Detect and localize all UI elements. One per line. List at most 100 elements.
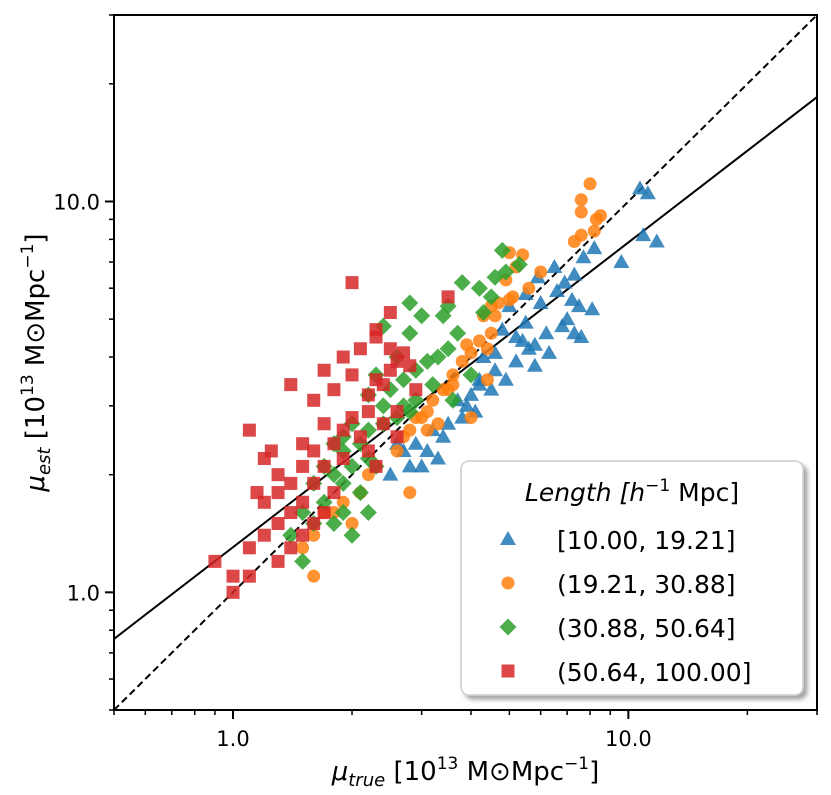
triangle-point (458, 397, 475, 412)
triangle-point (494, 321, 511, 336)
legend-square-icon (501, 664, 515, 678)
circle-point (307, 528, 321, 542)
diamond-point (439, 340, 457, 358)
legend-title: Length [h−1 Mpc] (525, 476, 739, 507)
x-tick-label: 10.0 (605, 727, 652, 751)
reference-lines (114, 15, 817, 710)
triangle-point (563, 291, 580, 306)
triangle-point (613, 254, 630, 269)
square-point (390, 430, 404, 444)
triangle-point (463, 386, 480, 401)
triangle-point (526, 357, 543, 372)
square-point (271, 554, 285, 568)
axes (113, 14, 818, 711)
legend-label: (50.64, 100.00] (557, 658, 751, 687)
triangle-point (575, 249, 592, 264)
triangle-point (520, 340, 537, 355)
legend-diamond-icon (499, 618, 517, 636)
data-points (208, 177, 665, 599)
axis-unit-end: ] (589, 757, 599, 787)
circle-point (426, 393, 440, 407)
square-point (397, 346, 411, 360)
square-point (409, 383, 423, 397)
triangle-point (419, 442, 436, 457)
square-point (336, 423, 350, 437)
square-point (390, 405, 404, 419)
legend-box (460, 460, 804, 696)
axis-exponent-2: −1 (18, 244, 38, 269)
triangle-point (382, 466, 399, 481)
triangle-point (639, 185, 656, 200)
circle-point (390, 444, 404, 458)
diamond-point (401, 403, 419, 421)
diamond-point (325, 515, 343, 533)
square-point (317, 363, 331, 377)
diamond-point (470, 279, 488, 297)
square-point (353, 430, 367, 444)
diamond-point (449, 324, 467, 342)
circle-point (593, 209, 607, 223)
diamond-point (401, 324, 419, 342)
diamond-point (444, 391, 462, 409)
square-point (284, 506, 298, 520)
legend-title-text: Length [ (525, 478, 631, 507)
square-point (345, 411, 359, 425)
legend: Length [h−1 Mpc] [10.00, 19.21] (19.21, 30… (460, 460, 804, 696)
diamond-point (493, 241, 511, 259)
diamond-point (359, 504, 377, 522)
legend-title-tail: Mpc] (670, 478, 739, 507)
diamond-point (453, 274, 471, 292)
triangle-point (584, 301, 601, 316)
diamond-point (462, 366, 480, 384)
circle-point (464, 411, 478, 425)
plot-frame (113, 14, 818, 711)
diamond-point (413, 307, 431, 325)
triangle-point (538, 325, 555, 340)
square-point (296, 459, 310, 473)
circle-point (327, 506, 341, 520)
legend-title-exp: −1 (645, 476, 670, 496)
square-point (369, 330, 383, 344)
legend-label: [10.00, 19.21] (557, 526, 736, 555)
triangle-point (435, 428, 452, 443)
square-point (242, 423, 256, 437)
square-point (327, 486, 341, 500)
square-point (317, 417, 331, 431)
square-point (284, 541, 298, 555)
y-tick-label: 1.0 (67, 581, 100, 605)
square-point (271, 517, 285, 531)
square-point (376, 378, 390, 392)
circle-point (345, 517, 359, 531)
circle-point (307, 569, 321, 583)
circle-point (574, 205, 588, 219)
triangle-point (573, 329, 590, 344)
square-point (307, 444, 321, 458)
triangle-point (440, 415, 457, 430)
square-point (336, 452, 350, 466)
y-axis-label: μest [1013 M⊙Mpc−1] (18, 233, 55, 492)
axis-unit-mass: M⊙Mpc (458, 757, 564, 787)
triangle-point (487, 344, 504, 359)
square-point (361, 444, 375, 458)
diamond-point (395, 371, 413, 389)
circle-point (583, 177, 597, 191)
axis-unit: [10 (21, 396, 51, 448)
diamond-point (510, 255, 528, 273)
square-point (383, 305, 397, 319)
circle-point (480, 373, 494, 387)
square-point (361, 405, 375, 419)
triangle-point (546, 258, 563, 273)
square-point (226, 569, 240, 583)
triangle-point (541, 344, 558, 359)
diamond-point (401, 294, 419, 312)
triangle-point (497, 371, 514, 386)
legend-label: (30.88, 50.64] (557, 614, 736, 643)
triangle-point (430, 450, 447, 465)
axis-exponent: 13 (18, 374, 38, 396)
series-triangle (382, 180, 665, 481)
square-point (271, 486, 285, 500)
triangle-point (648, 233, 665, 248)
circle-point (484, 326, 498, 340)
triangle-point (566, 266, 583, 281)
